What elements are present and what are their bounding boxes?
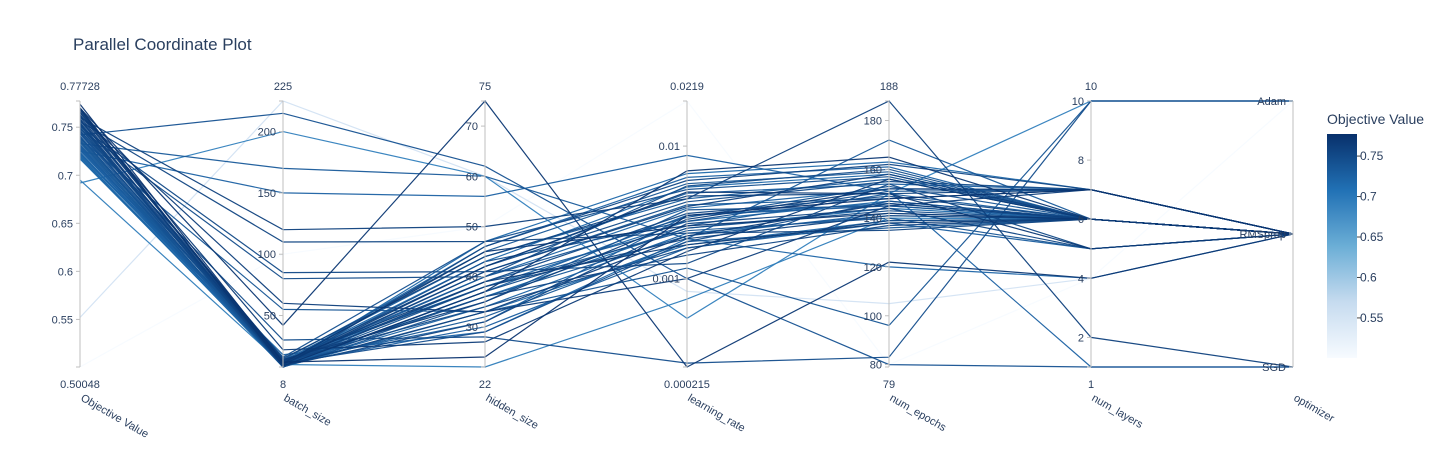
- colorbar-gradient: [1327, 134, 1357, 358]
- axis-min-label: 22: [479, 379, 491, 391]
- tick-label: 0.6: [58, 266, 73, 278]
- axis-max-label: 0.0219: [670, 81, 704, 93]
- axis-min-label: 0.000215: [664, 379, 710, 391]
- colorbar-title: Objective Value: [1327, 111, 1424, 127]
- tick-label: 100: [864, 311, 882, 323]
- colorbar-tick-label: 0.55: [1360, 311, 1384, 325]
- tick-label: 40: [466, 272, 478, 284]
- tick-label: 0.01: [659, 141, 680, 153]
- axis-optimizer[interactable]: SGD RMSprop Adam optimizer: [1240, 96, 1337, 425]
- axis-title: hidden_size: [484, 392, 541, 432]
- tick-label: 4: [1078, 273, 1084, 285]
- tick-label: Adam: [1257, 96, 1286, 108]
- colorbar-tick-label: 0.75: [1360, 149, 1384, 163]
- axis-min-label: 1: [1088, 379, 1094, 391]
- tick-label: 180: [864, 116, 882, 128]
- axis-title: num_layers: [1090, 392, 1146, 431]
- tick-label: 50: [264, 311, 276, 323]
- tick-label: 8: [1078, 155, 1084, 167]
- tick-label: 200: [258, 127, 276, 139]
- tick-label: 30: [466, 322, 478, 334]
- tick-label: 0.65: [52, 218, 73, 230]
- tick-label: 0.55: [52, 314, 73, 326]
- tick-label: 150: [258, 188, 276, 200]
- colorbar: Objective Value 0.55 0.6 0.65 0.7 0.75: [1327, 111, 1424, 358]
- axis-max-label: 188: [880, 81, 898, 93]
- tick-label: 50: [466, 221, 478, 233]
- tick-label: 140: [864, 213, 882, 225]
- tick-label: RMSprop: [1240, 229, 1286, 241]
- axis-max-label: 75: [479, 81, 491, 93]
- axis-min-label: 0.50048: [60, 379, 100, 391]
- tick-label: 0.7: [58, 170, 73, 182]
- tick-label: SGD: [1262, 362, 1286, 374]
- tick-label: 0.75: [52, 122, 73, 134]
- axis-max-label: 0.77728: [60, 81, 100, 93]
- axis-min-label: 79: [883, 379, 895, 391]
- axis-title: num_epochs: [888, 392, 949, 434]
- tick-label: 2: [1078, 332, 1084, 344]
- tick-label: 80: [870, 360, 882, 372]
- chart-title: Parallel Coordinate Plot: [73, 35, 252, 54]
- tick-label: 100: [258, 249, 276, 261]
- tick-label: 6: [1078, 214, 1084, 226]
- axis-max-label: 225: [274, 81, 292, 93]
- axis-title: Objective Value: [79, 392, 151, 441]
- colorbar-ticks: 0.55 0.6 0.65 0.7 0.75: [1357, 149, 1384, 325]
- colorbar-tick-label: 0.6: [1360, 270, 1377, 284]
- colorbar-tick-label: 0.7: [1360, 190, 1377, 204]
- axis-title: learning_rate: [686, 392, 748, 435]
- axis-title: optimizer: [1292, 392, 1337, 425]
- axis-max-label: 10: [1085, 81, 1097, 93]
- tick-label: 160: [864, 164, 882, 176]
- axis-min-label: 8: [280, 379, 286, 391]
- tick-label: 10: [1072, 96, 1084, 108]
- colorbar-tick-label: 0.65: [1360, 230, 1384, 244]
- tick-label: 60: [466, 171, 478, 183]
- tick-label: 0.001: [652, 274, 680, 286]
- tick-label: 70: [466, 121, 478, 133]
- axis-title: batch_size: [282, 392, 334, 429]
- tick-label: 120: [864, 262, 882, 274]
